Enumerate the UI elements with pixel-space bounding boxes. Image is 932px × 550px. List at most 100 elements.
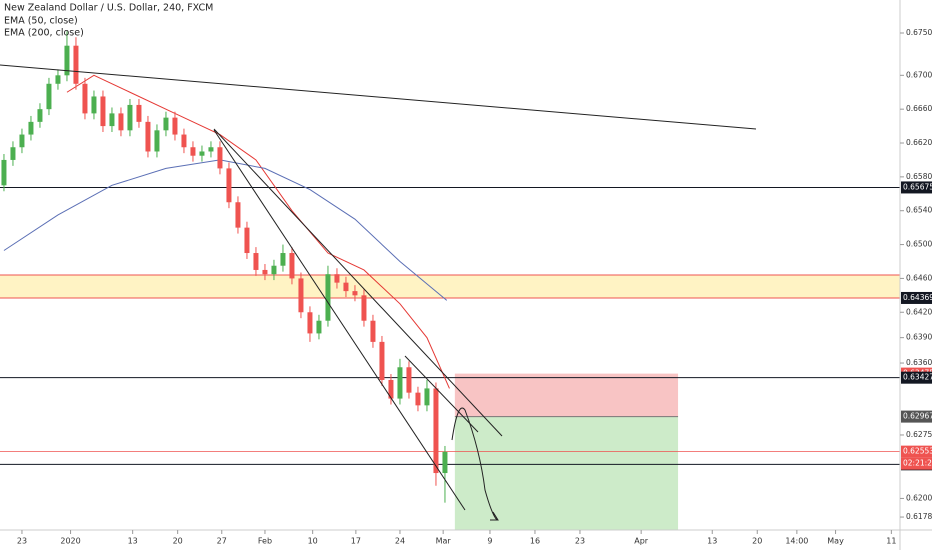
x-tick-label: 27 bbox=[217, 537, 227, 546]
x-tick-label: 13 bbox=[128, 537, 138, 546]
price-label-bg bbox=[901, 410, 932, 423]
candle-body bbox=[154, 130, 160, 152]
price-label: 0.62967 bbox=[903, 412, 932, 421]
candle-body bbox=[334, 274, 340, 283]
trendlines bbox=[0, 64, 757, 521]
candle-body bbox=[361, 295, 367, 321]
candle-body bbox=[91, 96, 97, 114]
ema-line bbox=[3, 159, 448, 301]
target-zone bbox=[454, 416, 679, 530]
x-tick-label: 17 bbox=[351, 537, 361, 546]
price-label-bg bbox=[901, 291, 932, 304]
price-label: 0.62553 bbox=[903, 447, 932, 456]
candle-body bbox=[208, 147, 214, 152]
candle-body bbox=[280, 253, 286, 266]
countdown: 02:21:25 bbox=[903, 459, 932, 468]
candle-body bbox=[199, 151, 205, 156]
candle-body bbox=[352, 291, 358, 296]
candle-body bbox=[109, 113, 115, 127]
candle-body bbox=[118, 113, 124, 131]
x-tick-label: 13 bbox=[707, 537, 717, 546]
x-tick-label: 23 bbox=[575, 537, 585, 546]
stop-zone bbox=[454, 373, 679, 417]
candle-body bbox=[271, 265, 277, 275]
arrow bbox=[451, 407, 499, 521]
chart-title: New Zealand Dollar / U.S. Dollar, 240, F… bbox=[4, 3, 213, 14]
candle-body bbox=[424, 388, 430, 406]
x-tick-label: 20 bbox=[752, 537, 762, 546]
price-label-bg bbox=[901, 181, 932, 194]
x-tick-label: 20 bbox=[173, 537, 183, 546]
ema-line bbox=[66, 74, 450, 389]
candle-body bbox=[325, 274, 331, 321]
x-tick-label: Feb bbox=[258, 537, 272, 546]
candle-body bbox=[388, 379, 394, 399]
legend-item: EMA (50, close) bbox=[4, 16, 78, 27]
x-tick-label: Apr bbox=[634, 537, 649, 546]
trendline bbox=[213, 128, 503, 437]
trendline bbox=[213, 129, 466, 511]
candle-body bbox=[289, 253, 295, 279]
countdown-bg bbox=[901, 457, 932, 470]
candle-body bbox=[307, 312, 313, 334]
candle-body bbox=[82, 83, 88, 114]
candle-body bbox=[127, 104, 133, 131]
x-tick-label: 11 bbox=[886, 537, 896, 546]
candle-body bbox=[235, 202, 241, 228]
x-tick-label: 24 bbox=[395, 537, 405, 546]
candle-body bbox=[136, 104, 142, 122]
drawings-under bbox=[0, 186, 900, 530]
candle-body bbox=[262, 269, 268, 275]
candle-body bbox=[55, 75, 61, 84]
candle-body bbox=[316, 320, 322, 334]
candle-body bbox=[343, 282, 349, 292]
candle-body bbox=[190, 147, 196, 156]
zone bbox=[0, 275, 900, 298]
candle-body bbox=[46, 83, 52, 110]
candle-body bbox=[10, 147, 16, 160]
price-label: 0.65675 bbox=[903, 182, 932, 191]
candle-body bbox=[145, 121, 151, 152]
y-tick-label: 0.61780 bbox=[906, 512, 932, 521]
candle-body bbox=[397, 367, 403, 399]
price-label-bg bbox=[901, 371, 932, 384]
candle-body bbox=[100, 96, 106, 127]
plot bbox=[1, 31, 450, 503]
candle-body bbox=[442, 451, 448, 474]
candle-body bbox=[244, 227, 250, 254]
trendline bbox=[404, 355, 479, 433]
candle-body bbox=[28, 121, 34, 135]
candle-body bbox=[379, 341, 385, 380]
candle-body bbox=[172, 117, 178, 135]
price-label: 0.63427 bbox=[903, 373, 932, 382]
candle-body bbox=[433, 388, 439, 474]
candle-body bbox=[19, 134, 25, 148]
candle-body bbox=[253, 253, 259, 270]
candle-body bbox=[181, 134, 187, 148]
x-tick-label: May bbox=[827, 537, 844, 546]
candle-body bbox=[415, 392, 421, 406]
x-tick-label: 2020 bbox=[60, 537, 80, 546]
candle-body bbox=[298, 278, 304, 313]
candle-body bbox=[217, 147, 223, 169]
x-tick-label: 14:00 bbox=[785, 537, 808, 546]
x-tick-label: 23 bbox=[17, 537, 27, 546]
legend-item: EMA (200, close) bbox=[4, 28, 84, 39]
candle-body bbox=[406, 367, 412, 393]
candle-body bbox=[1, 159, 7, 186]
price-label-bg bbox=[901, 445, 932, 458]
candle-body bbox=[226, 168, 232, 203]
